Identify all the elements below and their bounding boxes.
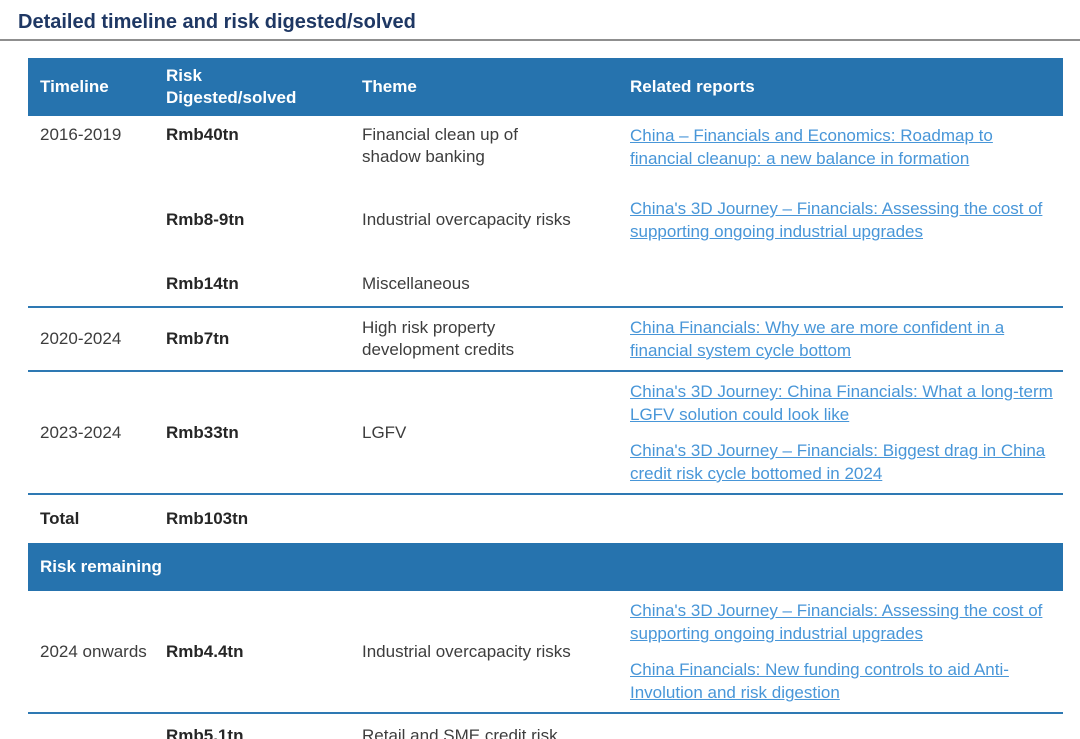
- column-header-timeline: Timeline: [28, 58, 160, 116]
- reports-cell: China Financials: Why we are more confid…: [624, 307, 1063, 372]
- report-link-credit-risk-cycle-bottomed[interactable]: China's 3D Journey – Financials: Biggest…: [630, 441, 1046, 483]
- row-total: Total Rmb103tn: [28, 494, 1063, 543]
- report-link-anti-involution-funding-controls[interactable]: China Financials: New funding controls t…: [630, 660, 1009, 702]
- page-title: Detailed timeline and risk digested/solv…: [18, 11, 416, 33]
- row-industrial-overcapacity: Rmb8-9tn Industrial overcapacity risks C…: [28, 178, 1063, 262]
- row-industrial-overcapacity-remaining: 2024 onwards Rmb4.4tn Industrial overcap…: [28, 591, 1063, 714]
- theme-cell: Miscellaneous: [356, 262, 624, 308]
- empty-cell: [356, 494, 624, 543]
- timeline-cell: 2024 onwards: [28, 591, 160, 714]
- risk-cell: Rmb4.4tn: [160, 591, 356, 714]
- row-shadow-banking: 2016-2019 Rmb40tn Financial clean up of …: [28, 116, 1063, 178]
- reports-cell: [624, 262, 1063, 308]
- risk-cell: Rmb8-9tn: [166, 210, 245, 229]
- theme-cell: LGFV: [356, 371, 624, 495]
- total-value: Rmb103tn: [166, 509, 249, 528]
- risk-cell: Rmb33tn: [160, 371, 356, 495]
- row-miscellaneous: Rmb14tn Miscellaneous: [28, 262, 1063, 308]
- risk-remaining-band-label: Risk remaining: [28, 543, 1063, 591]
- timeline-cell: 2016-2019: [40, 125, 122, 144]
- report-link-roadmap-financial-cleanup[interactable]: China – Financials and Economics: Roadma…: [630, 126, 993, 168]
- empty-cell: [624, 494, 1063, 543]
- reports-cell: China's 3D Journey – Financials: Assessi…: [624, 178, 1063, 262]
- risk-cell: Rmb40tn: [166, 125, 239, 144]
- risk-cell: Rmb7tn: [160, 307, 356, 372]
- theme-cell: Industrial overcapacity risks: [356, 591, 624, 714]
- section-band-risk-remaining: Risk remaining: [28, 543, 1063, 591]
- column-header-risk-digested: Risk Digested/solved: [160, 58, 356, 116]
- row-retail-sme: Rmb5.1tn Retail and SME credit risk: [28, 713, 1063, 739]
- report-link-industrial-upgrades-2[interactable]: China's 3D Journey – Financials: Assessi…: [630, 601, 1043, 643]
- theme-cell: High risk property development credits: [356, 307, 624, 372]
- reports-cell: China's 3D Journey: China Financials: Wh…: [624, 371, 1063, 495]
- report-link-financial-system-cycle-bottom[interactable]: China Financials: Why we are more confid…: [630, 318, 1005, 360]
- theme-cell: Industrial overcapacity risks: [362, 210, 571, 229]
- report-link-industrial-upgrades[interactable]: China's 3D Journey – Financials: Assessi…: [630, 199, 1043, 241]
- timeline-cell: [28, 713, 160, 739]
- reports-cell: [624, 713, 1063, 739]
- timeline-cell: 2023-2024: [28, 371, 160, 495]
- title-divider: [0, 39, 1080, 41]
- table-header-row: Timeline Risk Digested/solved Theme Rela…: [28, 58, 1063, 116]
- theme-cell: Financial clean up of shadow banking: [362, 125, 518, 166]
- risk-timeline-table: Timeline Risk Digested/solved Theme Rela…: [28, 58, 1063, 739]
- risk-cell: Rmb14tn: [160, 262, 356, 308]
- row-lgfv: 2023-2024 Rmb33tn LGFV China's 3D Journe…: [28, 371, 1063, 495]
- risk-cell: Rmb5.1tn: [160, 713, 356, 739]
- theme-cell: Retail and SME credit risk: [356, 713, 624, 739]
- timeline-cell: 2020-2024: [28, 307, 160, 372]
- timeline-cell: [28, 178, 160, 262]
- reports-cell: China – Financials and Economics: Roadma…: [624, 116, 1063, 178]
- report-link-lgfv-solution[interactable]: China's 3D Journey: China Financials: Wh…: [630, 382, 1053, 424]
- column-header-theme: Theme: [356, 58, 624, 116]
- reports-cell: China's 3D Journey – Financials: Assessi…: [624, 591, 1063, 714]
- column-header-related-reports: Related reports: [624, 58, 1063, 116]
- row-property-credits: 2020-2024 Rmb7tn High risk property deve…: [28, 307, 1063, 372]
- total-label: Total: [40, 509, 80, 528]
- timeline-cell: [28, 262, 160, 308]
